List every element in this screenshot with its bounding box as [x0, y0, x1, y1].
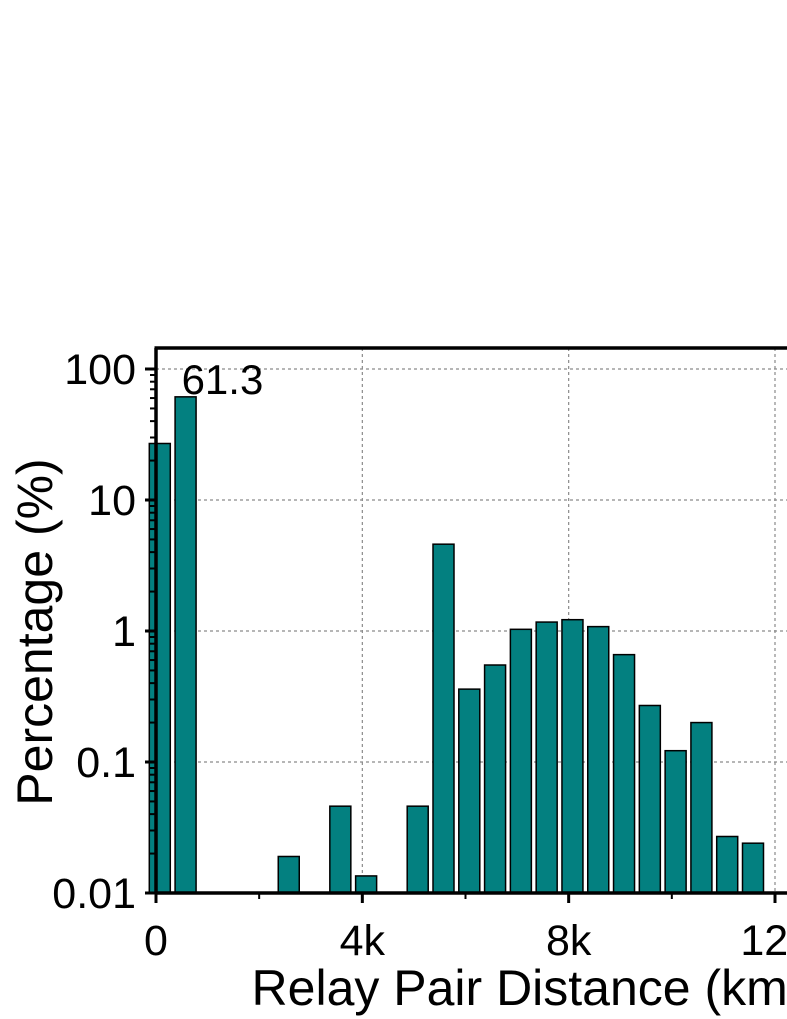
- x-tick-label: 0: [144, 917, 168, 965]
- histogram-bar: [354, 875, 378, 894]
- histogram-bar: [174, 396, 197, 894]
- histogram-bar: [432, 543, 455, 894]
- x-tick-labels: 0 4k 8k 12k: [144, 917, 787, 965]
- y-axis-title: Percentage (%): [7, 458, 63, 805]
- histogram-bar: [561, 618, 584, 894]
- x-tick-label: 8k: [546, 917, 592, 965]
- histogram-bar: [715, 835, 739, 894]
- bars: [148, 396, 765, 894]
- bar-value-label: 61.3: [182, 356, 264, 403]
- histogram-bar: [277, 855, 300, 894]
- histogram-bar: [535, 621, 558, 894]
- y-tick-label: 100: [64, 346, 136, 394]
- tick-marks: [145, 367, 777, 903]
- annotations: 61.3: [182, 356, 264, 403]
- y-tick-label: 0.1: [76, 739, 136, 787]
- histogram-bar: [329, 805, 352, 894]
- y-tick-label: 0.01: [52, 870, 136, 918]
- histogram-bar: [483, 664, 507, 894]
- x-axis-title: Relay Pair Distance (km): [252, 960, 787, 1016]
- histogram-bar: [664, 749, 687, 894]
- histogram-bar: [148, 442, 172, 894]
- histogram-bar: [509, 628, 533, 894]
- y-tick-label: 10: [88, 477, 136, 525]
- x-tick-label: 4k: [340, 917, 386, 965]
- x-tick-label: 12k: [740, 917, 787, 965]
- histogram-bar: [741, 842, 765, 894]
- y-tick-labels: 0.01 0.1 1 10 100: [52, 346, 136, 918]
- histogram-bar: [406, 805, 429, 894]
- histogram-bar: [587, 625, 610, 894]
- histogram-bar: [612, 653, 636, 894]
- histogram-bar: [458, 688, 481, 894]
- y-tick-label: 1: [112, 608, 136, 656]
- histogram-bar: [638, 704, 662, 894]
- histogram-bar: [690, 721, 713, 894]
